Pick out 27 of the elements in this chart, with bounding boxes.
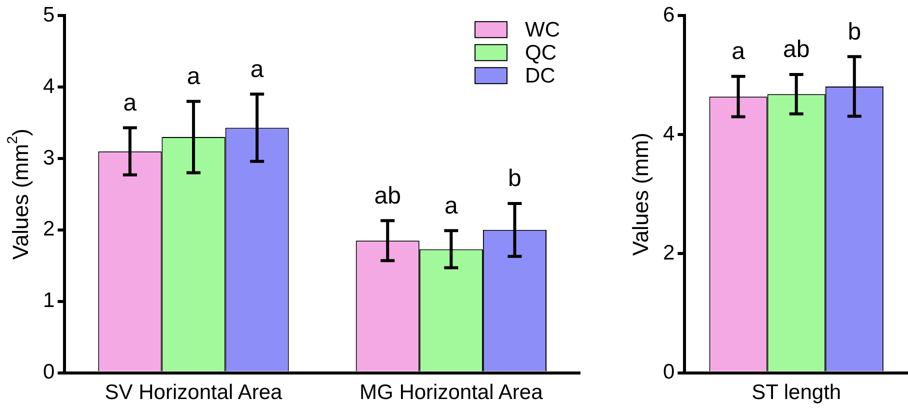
y-tick-label: 0 <box>662 360 675 384</box>
y-tick-label: 5 <box>42 3 55 26</box>
legend-label: QC <box>525 41 556 64</box>
y-tick-label: 2 <box>662 242 675 265</box>
x-tick-label: ST length <box>752 381 842 404</box>
y-tick-label: 0 <box>42 360 55 384</box>
data-label: a <box>250 56 264 83</box>
x-tick-label: MG Horizontal Area <box>360 381 544 404</box>
y-axis-title: Values (mm) <box>628 132 654 256</box>
y-tick-label: 4 <box>662 122 675 146</box>
data-label: a <box>186 62 201 90</box>
y-tick-label: 1 <box>42 289 55 312</box>
data-label: a <box>732 38 746 65</box>
y-tick-label: 2 <box>42 218 55 241</box>
data-label: a <box>444 192 458 220</box>
y-tick-label: 4 <box>42 74 55 98</box>
data-label: a <box>123 89 138 116</box>
legend-label: DC <box>525 64 556 88</box>
data-label: ab <box>782 36 810 64</box>
data-label: b <box>508 165 522 192</box>
y-tick-label: 3 <box>42 146 55 170</box>
y-tick-label: 6 <box>662 3 675 26</box>
y-axis-title: Values (mm2) <box>5 128 34 260</box>
data-label: ab <box>374 182 401 210</box>
x-tick-label: SV Horizontal Area <box>104 381 283 404</box>
data-label: b <box>848 18 862 46</box>
legend-label: WC <box>525 18 560 42</box>
